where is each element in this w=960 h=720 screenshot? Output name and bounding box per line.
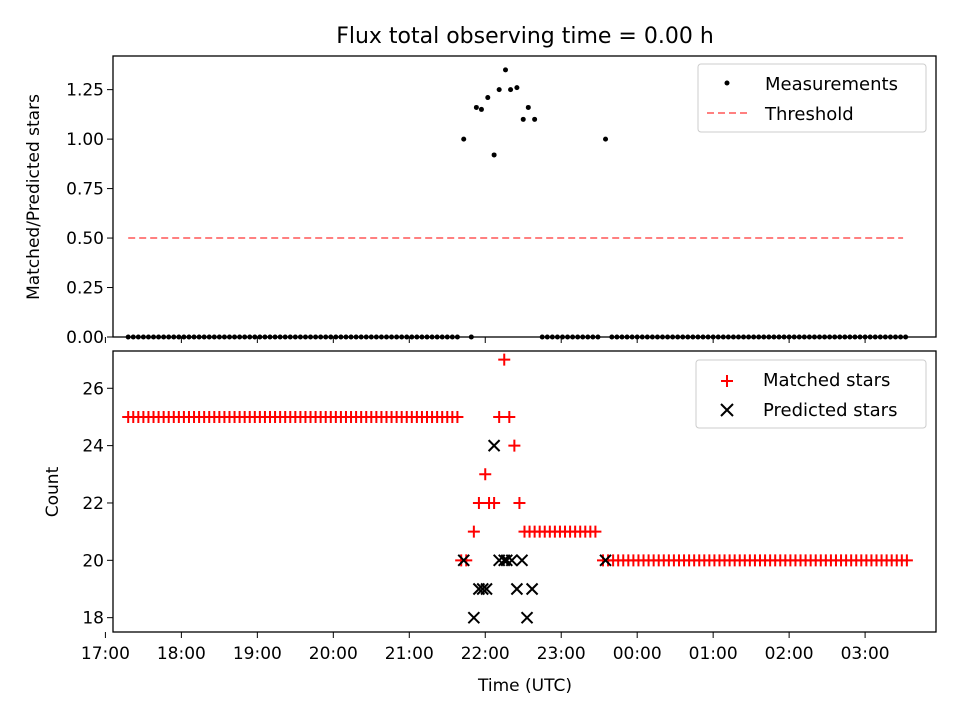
matched-star-point (503, 410, 516, 423)
bottom-yticks: 18 20 22 24 26 (82, 379, 113, 629)
top-y-axis-label: Matched/Predicted stars (24, 94, 44, 300)
y-tick-label: 18 (82, 609, 104, 629)
matched-star-point (493, 410, 506, 423)
predicted-star-point (505, 554, 519, 567)
predicted-star-point (457, 554, 470, 567)
measurement-point (508, 87, 514, 93)
matched-star-point (451, 410, 464, 423)
y-tick-label: 0.75 (66, 180, 104, 200)
legend-marker-measurements (724, 80, 730, 86)
matched-star-point (472, 496, 485, 509)
x-tick-label: 02:00 (765, 644, 814, 664)
y-tick-label: 24 (82, 437, 104, 457)
measurement-point (478, 106, 484, 112)
legend-label-matched: Matched stars (763, 370, 890, 391)
measurement-point (532, 116, 538, 122)
predicted-star-point (467, 611, 481, 624)
legend-label-threshold: Threshold (764, 104, 854, 125)
top-legend: Measurements Threshold (697, 63, 927, 133)
top-yticks: 0.00 0.25 0.50 0.75 1.00 1.25 (66, 81, 113, 348)
measurement-point (514, 85, 520, 91)
legend-label-measurements: Measurements (765, 74, 898, 95)
predicted-star-point (599, 554, 612, 567)
predicted-star-point (525, 582, 539, 596)
predicted-star-point (476, 582, 489, 596)
x-tick-label: 22:00 (461, 644, 510, 664)
x-tick-label: 18:00 (157, 644, 206, 664)
chart-title: Flux total observing time = 0.00 h (336, 24, 714, 49)
y-tick-label: 0.25 (66, 279, 104, 299)
bottom-legend: Matched stars Predicted stars (695, 359, 927, 429)
predicted-star-point (520, 611, 534, 624)
measurement-point (496, 87, 502, 93)
measurement-point (485, 95, 491, 101)
y-tick-label: 0.00 (66, 328, 104, 348)
bottom-y-axis-label: Count (43, 466, 63, 517)
x-axis-label: Time (UTC) (477, 676, 572, 696)
y-tick-label: 1.00 (66, 130, 104, 150)
x-tick-label: 23:00 (537, 644, 586, 664)
x-tick-label: 19:00 (233, 644, 282, 664)
matched-star-point (513, 496, 526, 509)
predicted-star-point (515, 554, 529, 567)
x-tick-label: 01:00 (689, 644, 738, 664)
predicted-star-point (487, 439, 501, 452)
x-tick-label: 03:00 (841, 644, 890, 664)
matched-star-point (498, 353, 511, 366)
bottom-marks (122, 353, 913, 624)
y-tick-label: 20 (82, 551, 104, 571)
measurement-point (503, 67, 509, 73)
x-tick-label: 00:00 (613, 644, 662, 664)
bottom-axes-frame (112, 350, 937, 633)
predicted-star-point (500, 554, 513, 567)
predicted-star-point (480, 582, 493, 596)
predicted-star-point (510, 582, 524, 596)
measurement-point (491, 152, 497, 158)
matched-star-point (488, 496, 501, 509)
y-tick-label: 22 (82, 494, 104, 514)
measurement-point (473, 104, 479, 110)
measurement-point (520, 116, 526, 122)
bottom-panel: 18 20 22 24 26 17:00 18:00 19:00 20:00 21:00 22:0… (43, 350, 937, 696)
top-panel: 0.00 0.25 0.50 0.75 1.00 1.25 Matched/Predict… (24, 55, 937, 348)
measurement-point (461, 136, 467, 142)
x-tick-label: 20:00 (309, 644, 358, 664)
measurement-point (603, 136, 609, 142)
y-tick-label: 0.50 (66, 229, 104, 249)
measurement-point (525, 104, 531, 110)
y-tick-label: 1.25 (66, 81, 104, 101)
top-axes-frame (112, 55, 937, 338)
matched-star-point (479, 468, 492, 481)
matched-star-point (508, 439, 521, 452)
top-xticks (104, 337, 866, 343)
matched-star-point (467, 525, 480, 538)
y-tick-label: 26 (82, 379, 104, 399)
legend-marker-predicted (720, 403, 734, 417)
top-legend-box (697, 63, 927, 133)
bottom-xticks: 17:00 18:00 19:00 20:00 21:00 22:00 23:00 00:00… (81, 632, 890, 664)
x-tick-label: 17:00 (81, 644, 130, 664)
x-tick-label: 21:00 (385, 644, 434, 664)
legend-marker-matched (721, 375, 733, 387)
matched-star-point (900, 554, 913, 567)
bottom-legend-box (695, 359, 927, 429)
matched-star-point (460, 554, 473, 567)
legend-label-predicted: Predicted stars (763, 400, 897, 421)
matched-star-point (589, 525, 602, 538)
